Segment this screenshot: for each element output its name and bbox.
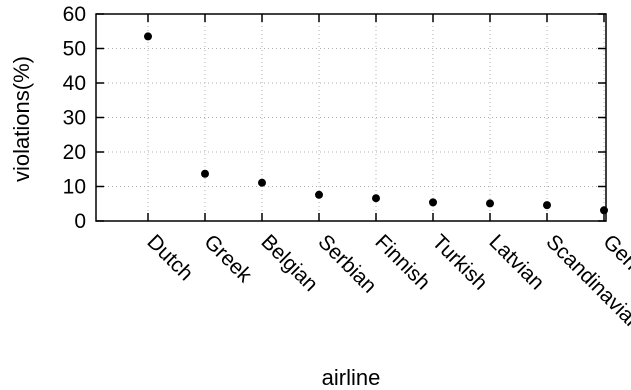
x-tick-label: Belgian [256,230,322,296]
y-axis-label: violations(%) [9,56,34,182]
data-points [144,32,608,215]
x-tick-label: Finnish [370,230,434,294]
axes: 0 10 20 30 40 50 60 Dutch Greek BelgianSerbianFin… [63,3,631,336]
x-tick-label: Latvian [484,230,548,294]
x-tick-label: Dutch [142,230,197,285]
data-point [372,194,380,203]
x-axis-label: airline [322,365,381,390]
data-point [486,199,494,208]
plot-frame [95,13,607,222]
y-tick-label: 10 [63,176,86,199]
y-tick-label: 60 [63,3,86,26]
data-point [201,169,209,178]
y-tick-label: 30 [63,107,86,130]
data-point [429,198,437,207]
y-tick-label: 0 [74,210,86,233]
grid-layer [96,14,606,221]
y-tick-label: 50 [63,38,86,61]
x-tick-label: Serbian [313,230,380,297]
data-point [144,32,152,41]
y-tick-label: 40 [63,72,86,95]
data-point [543,201,551,210]
y-tick-label: 20 [63,141,86,164]
data-point [315,190,323,199]
data-point [258,178,266,187]
x-tick-label: Turkish [427,230,491,294]
x-tick-label: Greek [199,230,256,287]
